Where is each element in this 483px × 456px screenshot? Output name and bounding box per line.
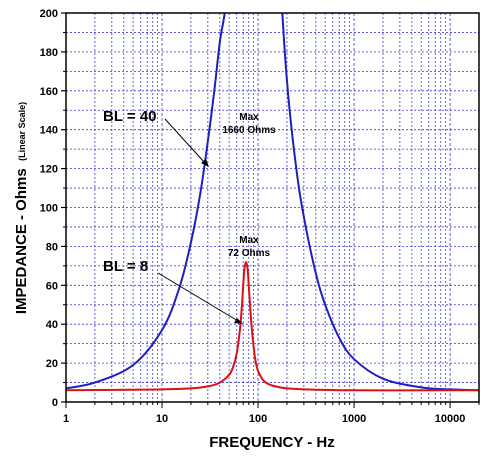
annotation-bl40-label: BL = 40 (103, 108, 157, 125)
y-tick-label: 40 (46, 319, 58, 331)
annotation-bl40-arrow (164, 118, 206, 164)
series-layer (66, 13, 479, 392)
y-tick-label: 140 (40, 125, 58, 137)
series-line-bl40 (66, 13, 479, 392)
y-tick-label: 0 (52, 397, 58, 409)
y-tick-label: 200 (40, 8, 58, 20)
y-tick-label: 80 (46, 241, 58, 253)
tick-layer: 0 20 40 60 80 100 120 140 160 180 200 1 10 100 1000 100… (40, 8, 480, 425)
x-tick-label: 1 (63, 413, 69, 425)
y-tick-label: 20 (46, 358, 58, 370)
y-axis-title-note: (Linear Scale) (17, 102, 27, 161)
annotation-bl8-arrowhead (234, 318, 243, 324)
y-tick-label: 100 (40, 203, 58, 215)
annotation-max-72-line1: Max (239, 235, 259, 246)
y-tick-label: 160 (40, 86, 58, 98)
annotation-max-1660-line1: Max (239, 112, 259, 123)
annotation-max-1660-line2: 1660 Ohms (222, 125, 276, 136)
annotation-max-72-line2: 72 Ohms (228, 248, 271, 259)
x-tick-label: 100 (249, 413, 267, 425)
series-line-bl8 (66, 260, 479, 392)
y-tick-label: 180 (40, 47, 58, 59)
x-tick-label: 10 (156, 413, 168, 425)
y-tick-label: 120 (40, 164, 58, 176)
y-tick-label: 60 (46, 280, 58, 292)
annotation-bl8-arrow (157, 272, 239, 322)
x-axis-title: FREQUENCY - Hz (209, 434, 335, 451)
annotation-bl8-label: BL = 8 (103, 258, 148, 275)
x-tick-label: 1000 (342, 413, 366, 425)
y-axis-title: IMPEDANCE - Ohms (Linear Scale) (13, 102, 30, 314)
annotation-bl40-arrowhead (201, 159, 209, 167)
y-axis-title-main: IMPEDANCE - Ohms (13, 168, 30, 314)
x-tick-label: 10000 (435, 413, 466, 425)
